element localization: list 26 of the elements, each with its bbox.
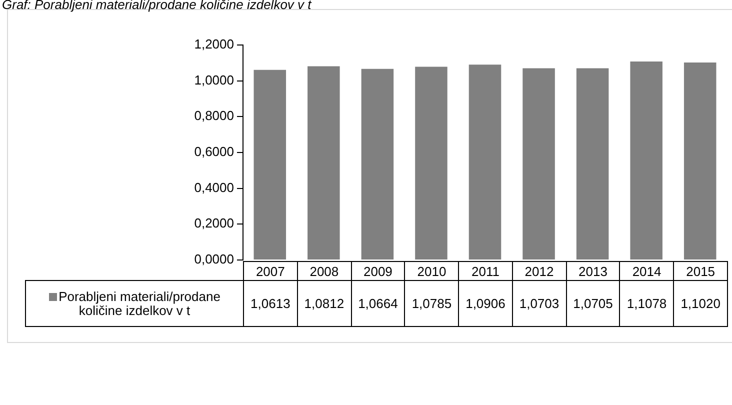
legend-label: Porabljeni materiali/prodane količine izdelkov v t: [26, 280, 244, 326]
data-label: 1,0705: [566, 280, 620, 326]
y-tick-label: 0,2000: [194, 216, 234, 231]
data-label: 1,0613: [244, 280, 298, 326]
data-label: 1,1078: [620, 280, 674, 326]
x-tick-label: 2010: [404, 262, 459, 280]
data-label: 1,0703: [512, 280, 566, 326]
x-tick-label: 2013: [566, 262, 620, 280]
y-tick-label: 1,0000: [194, 72, 234, 88]
y-tick-label: 0,4000: [194, 180, 234, 195]
x-tick-label: 2014: [620, 262, 674, 280]
x-tick-label: 2015: [674, 262, 728, 280]
data-label: 1,1020: [674, 280, 728, 326]
data-label: 1,0785: [404, 280, 459, 326]
x-tick-label: 2012: [512, 262, 566, 280]
y-tick-label: 0,6000: [194, 144, 234, 160]
y-tick-label: 1,2000: [194, 36, 234, 52]
data-label: 1,0812: [297, 280, 352, 326]
x-tick-label: 2011: [458, 262, 512, 280]
data-label: 1,0664: [351, 280, 405, 326]
data-label: 1,0906: [458, 280, 512, 326]
y-tick-label: 0,8000: [194, 108, 234, 124]
x-tick-label: 2007: [244, 262, 298, 280]
x-tick-label: 2008: [297, 262, 352, 280]
y-tick-label: 0,0000: [194, 252, 234, 267]
x-tick-label: 2009: [351, 262, 405, 280]
